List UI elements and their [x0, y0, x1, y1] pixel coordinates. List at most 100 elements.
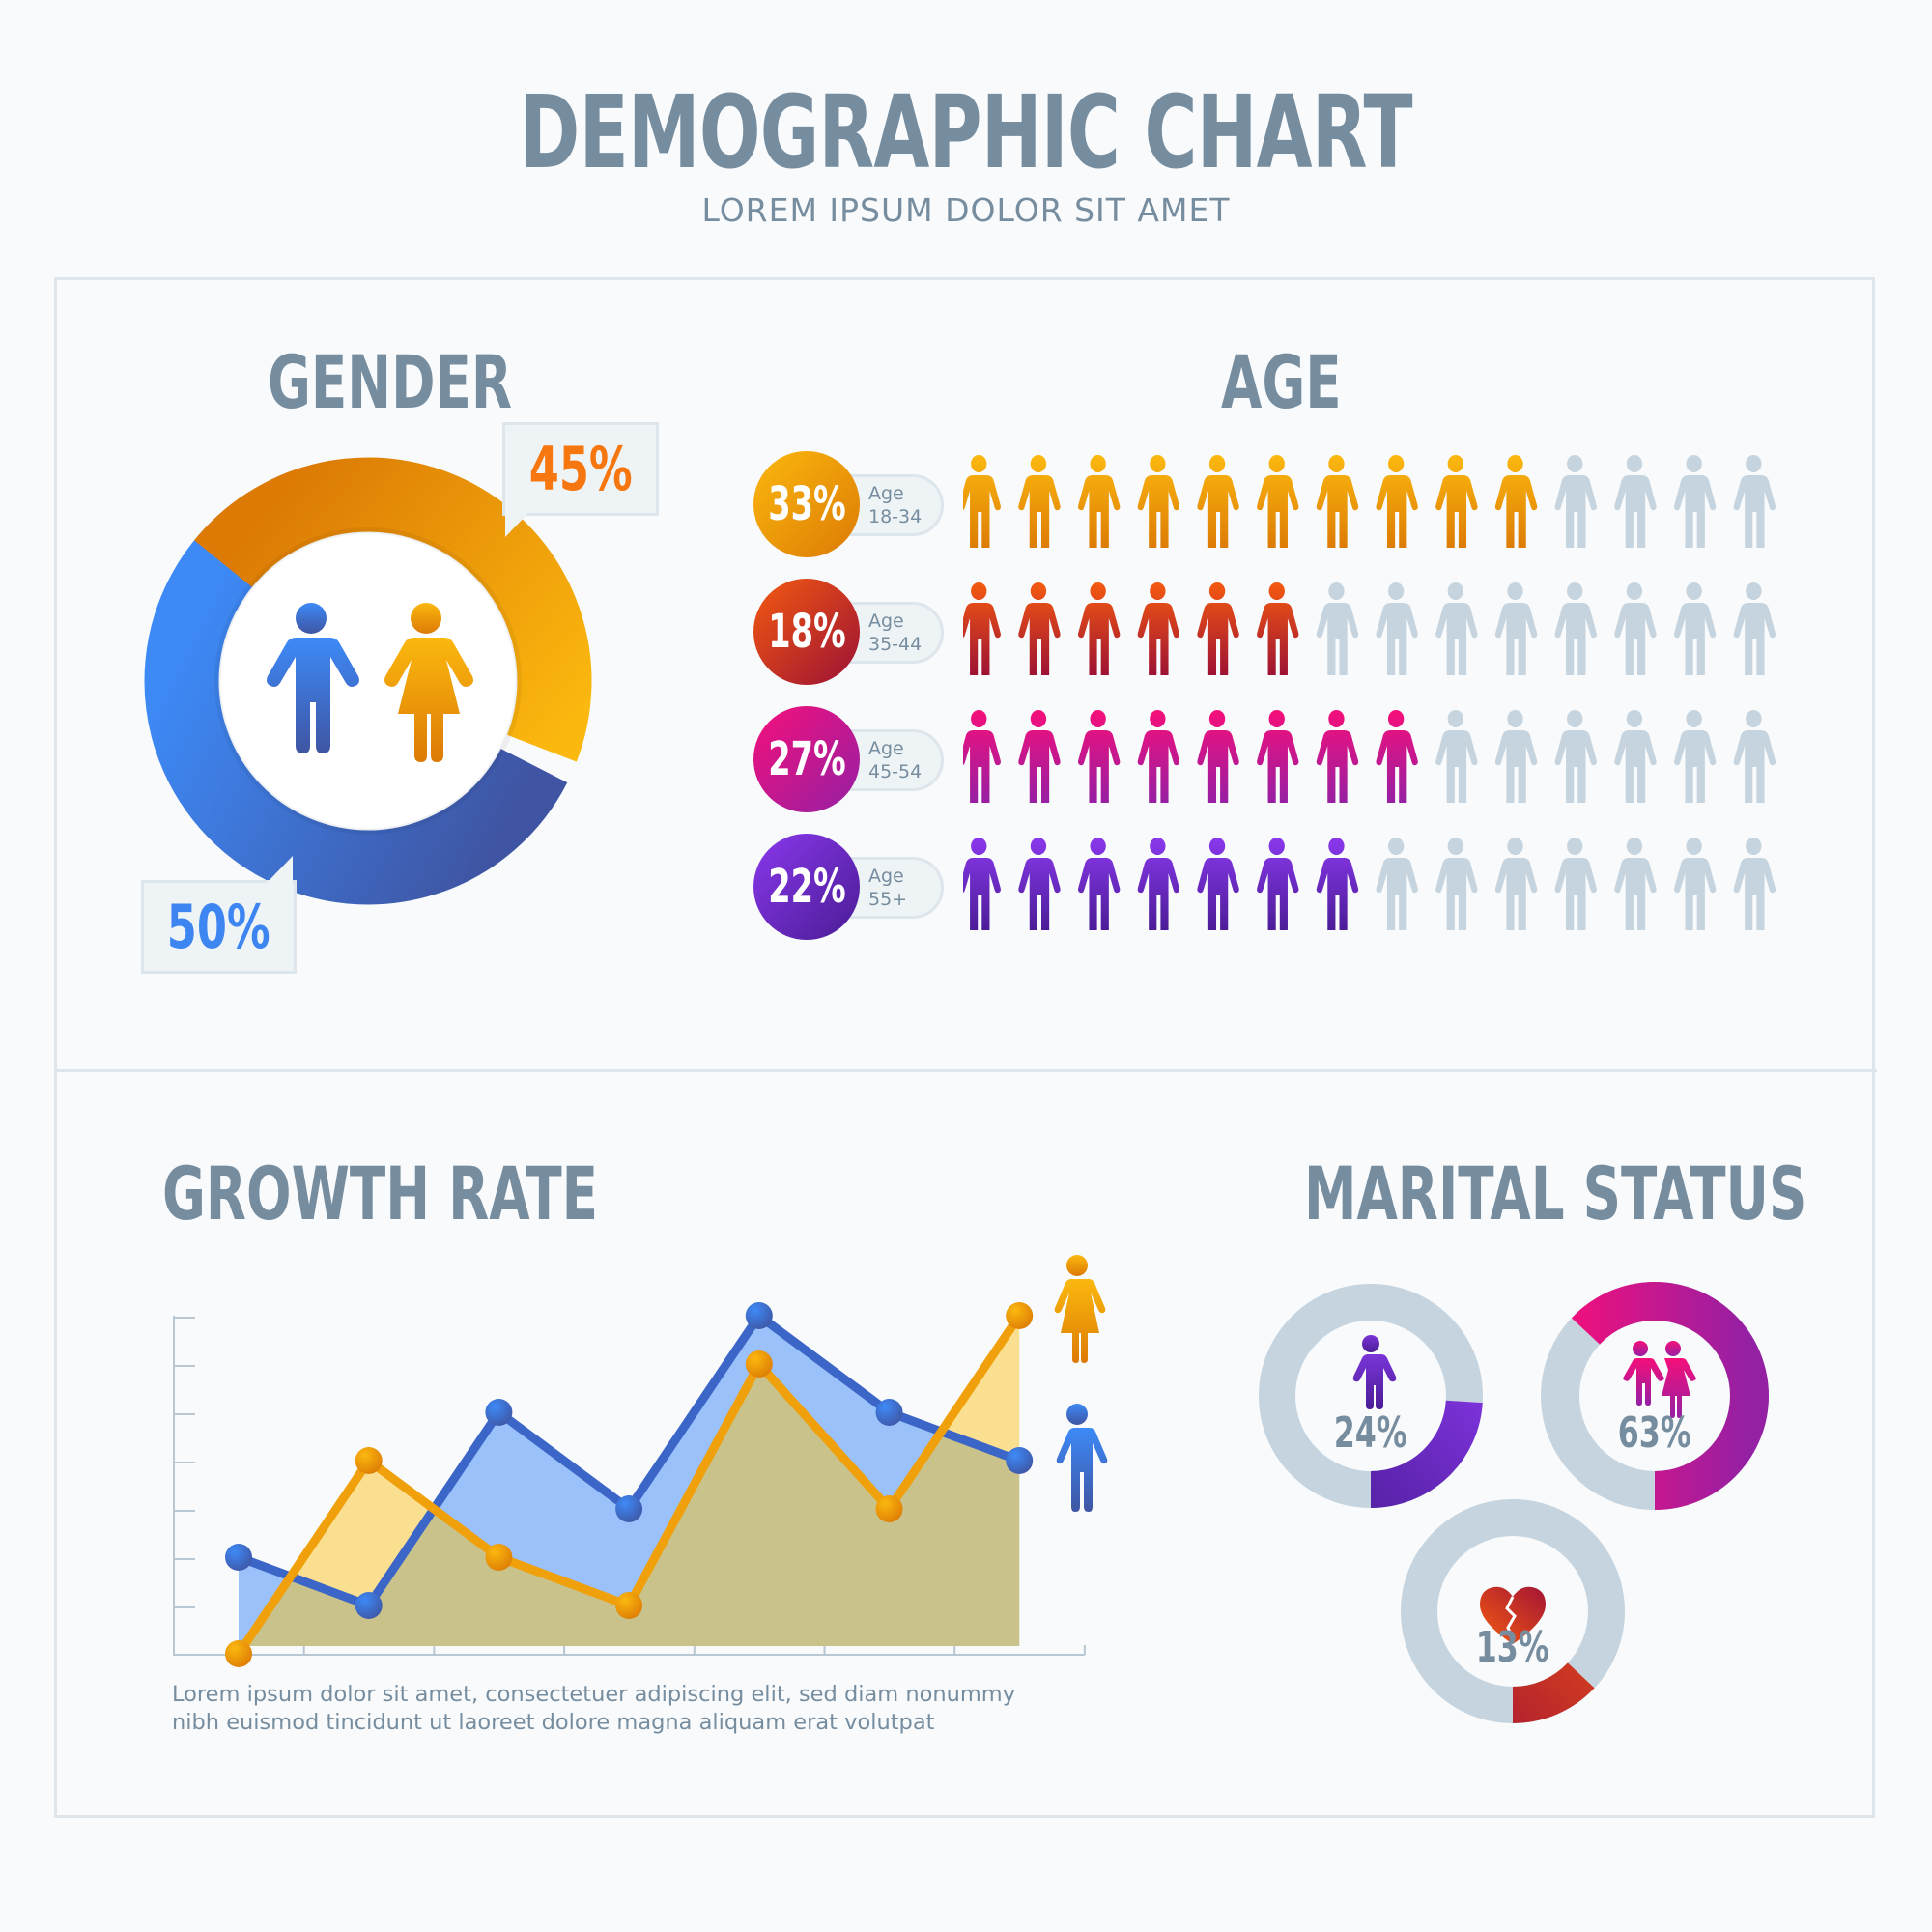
overlap-area	[239, 1316, 1020, 1646]
marital-label-single: 24%	[1334, 1408, 1407, 1458]
person-icon	[1137, 838, 1180, 930]
female-data-point	[1006, 1302, 1034, 1329]
person-icon	[1137, 455, 1180, 548]
x-axis	[174, 1645, 1086, 1656]
people-pictograph	[963, 455, 1776, 548]
infographic-panel	[54, 277, 1875, 1818]
age-percent-badge: 22%	[753, 834, 860, 940]
people-pictograph	[963, 710, 1776, 803]
female-data-point	[875, 1495, 903, 1522]
female-data-point	[485, 1544, 513, 1571]
male-data-point	[485, 1399, 513, 1426]
person-icon	[1197, 455, 1239, 548]
person-icon	[1733, 710, 1776, 803]
male-segment	[144, 457, 592, 905]
person-icon	[1018, 582, 1061, 675]
person-icon	[1376, 838, 1418, 930]
single-donut	[1259, 1284, 1483, 1508]
person-icon	[1494, 582, 1538, 675]
person-icon	[1733, 582, 1776, 675]
female-segment	[144, 457, 592, 905]
female-icon	[1054, 1255, 1106, 1363]
gender-heading: GENDER	[268, 339, 513, 425]
person-icon	[1257, 710, 1299, 803]
y-axis	[173, 1316, 195, 1656]
female-data-point	[745, 1350, 773, 1378]
age-percent-badge: 33%	[753, 451, 860, 557]
person-icon	[1435, 710, 1478, 803]
person-icon	[1733, 455, 1776, 548]
person-icon	[1137, 710, 1180, 803]
person-icon	[1673, 455, 1717, 548]
broken-heart-icon	[1480, 1586, 1546, 1644]
person-icon	[1376, 710, 1418, 803]
person-icon	[1494, 455, 1538, 548]
person-icon	[1614, 710, 1657, 803]
married-donut	[1541, 1282, 1769, 1510]
person-icon	[1197, 582, 1239, 675]
male-icon	[1056, 1404, 1108, 1512]
person-icon	[1077, 838, 1121, 930]
person-icon	[1494, 710, 1538, 803]
person-icon	[963, 582, 1001, 675]
person-icon	[1376, 455, 1418, 548]
callout-pointer	[505, 512, 529, 537]
growth-description: Lorem ipsum dolor sit amet, consectetuer…	[172, 1681, 1099, 1737]
couple-icon	[1623, 1341, 1696, 1418]
person-icon	[1554, 455, 1597, 548]
person-icon	[1614, 582, 1657, 675]
female-icon	[384, 603, 473, 762]
age-percent: 27%	[767, 732, 846, 786]
person-icon	[1197, 838, 1239, 930]
marital-label-divorced: 13%	[1476, 1623, 1549, 1672]
person-icon	[1673, 582, 1717, 675]
person-icon	[1435, 838, 1478, 930]
age-row: Age 18-34 33%	[753, 451, 1816, 559]
person-icon	[1376, 582, 1418, 675]
marital-heading: MARITAL STATUS	[1304, 1151, 1807, 1236]
person-icon	[1197, 710, 1239, 803]
male-icon	[267, 603, 359, 753]
male-percent-label: 50%	[167, 892, 270, 962]
male-data-point	[225, 1544, 252, 1571]
person-icon	[1077, 455, 1121, 548]
age-range: 55+	[868, 889, 908, 910]
age-percent-badge: 27%	[753, 706, 860, 812]
person-icon	[1018, 455, 1061, 548]
age-percent-badge: 18%	[753, 579, 860, 685]
description-line: nibh euismod tincidunt ut laoreet dolore…	[172, 1710, 935, 1735]
person-icon	[1257, 838, 1299, 930]
people-pictograph	[963, 582, 1776, 675]
person-icon	[1435, 455, 1478, 548]
male-data-point	[615, 1495, 643, 1522]
marital-label-married: 63%	[1618, 1408, 1691, 1458]
person-icon	[1137, 582, 1180, 675]
age-range: 18-34	[868, 506, 923, 527]
person-icon	[1435, 582, 1478, 675]
person-icon	[963, 455, 1001, 548]
person-icon	[1673, 710, 1717, 803]
age-row: Age 45-54 27%	[753, 706, 1816, 814]
age-label: Age	[868, 738, 904, 759]
male-data-point	[875, 1399, 903, 1426]
description-line: Lorem ipsum dolor sit amet, consectetuer…	[172, 1682, 1016, 1707]
person-icon	[1614, 838, 1657, 930]
person-icon	[1077, 710, 1121, 803]
person-icon	[1257, 582, 1299, 675]
female-percent-callout: 45%	[502, 422, 659, 516]
age-percent: 22%	[767, 860, 846, 914]
female-data-point	[615, 1592, 643, 1619]
age-range: 45-54	[868, 761, 923, 782]
person-icon	[1018, 710, 1061, 803]
age-percent: 18%	[767, 605, 846, 659]
callout-pointer	[267, 856, 293, 883]
person-icon	[1494, 838, 1538, 930]
age-row: Age 35-44 18%	[753, 579, 1816, 687]
age-label: Age	[868, 866, 904, 887]
male-data-point	[1006, 1447, 1034, 1474]
person-icon	[1554, 582, 1597, 675]
female-data-point	[355, 1447, 383, 1474]
age-range: 35-44	[868, 634, 923, 655]
section-divider	[54, 1069, 1877, 1072]
